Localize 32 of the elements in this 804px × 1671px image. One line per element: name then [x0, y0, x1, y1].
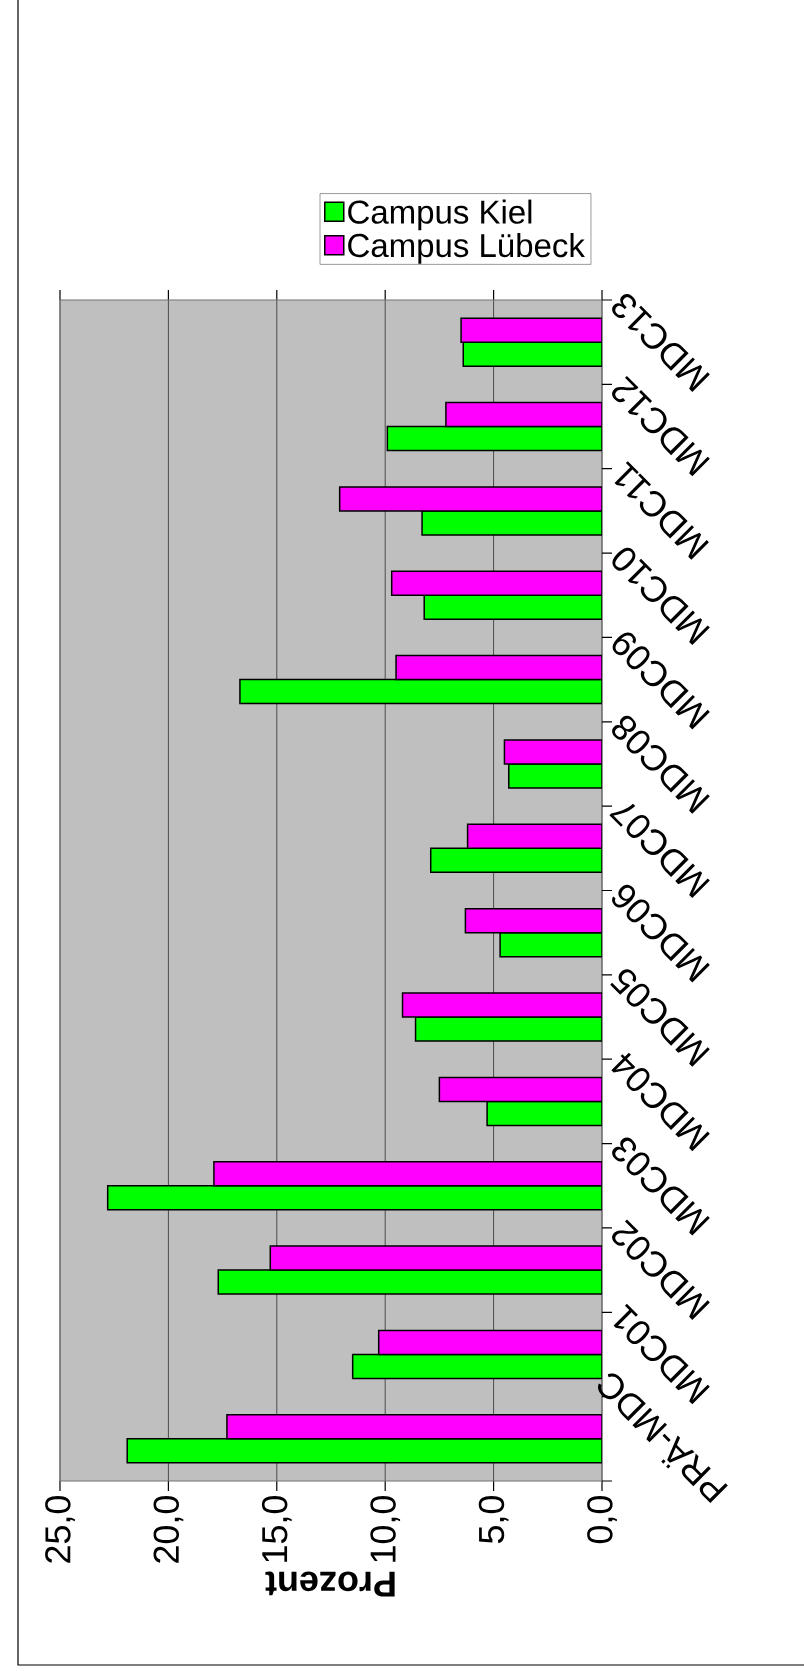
x-tick-label: 10,0	[370, 1495, 401, 1562]
x-tick-label: 5,0	[478, 1495, 509, 1544]
bar	[377, 1329, 602, 1356]
bar	[106, 1185, 602, 1211]
legend-label: Campus Kiel	[348, 199, 532, 231]
bar	[395, 654, 602, 681]
bar	[460, 317, 602, 343]
bar	[423, 594, 602, 620]
x-axis-title: Prozent	[265, 1571, 395, 1597]
bar	[239, 678, 602, 705]
legend-label: Campus Lübeck	[348, 232, 585, 264]
x-tick-label: 25,0	[45, 1495, 75, 1563]
bar	[269, 1245, 602, 1271]
bar	[421, 510, 602, 536]
bar	[438, 1076, 602, 1103]
x-tick-label: 15,0	[261, 1495, 292, 1562]
bar	[429, 847, 602, 874]
bar	[414, 1016, 602, 1042]
bar	[338, 486, 602, 512]
bar	[462, 341, 602, 367]
bar	[499, 931, 602, 958]
bar	[390, 570, 602, 596]
x-tick-label: 20,0	[153, 1495, 184, 1563]
bar	[386, 425, 602, 452]
bar	[464, 907, 602, 934]
bar	[213, 1161, 602, 1187]
bar	[466, 823, 602, 850]
bar	[503, 739, 602, 765]
bar	[217, 1269, 602, 1295]
bar	[445, 401, 602, 428]
bar	[401, 992, 602, 1018]
bar	[486, 1100, 602, 1127]
